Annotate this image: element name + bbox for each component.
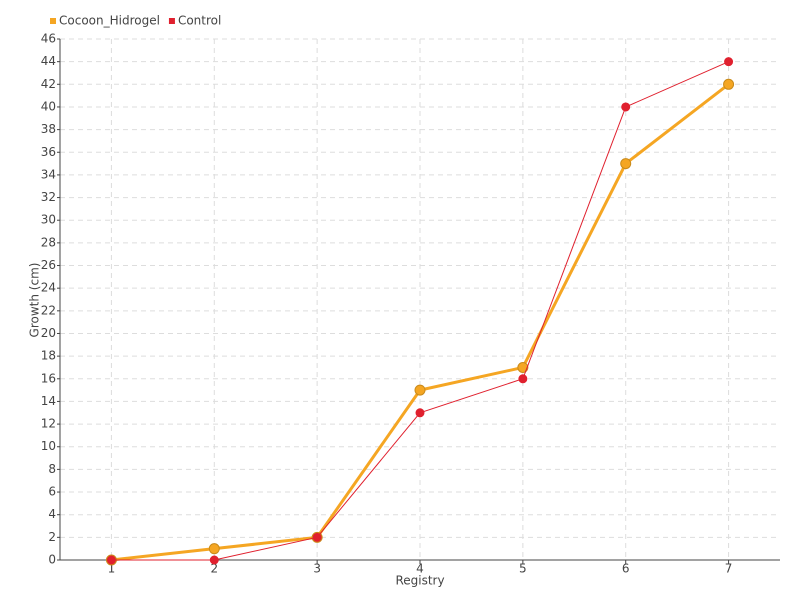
y-tick-label: 34	[41, 167, 56, 181]
y-tick-label: 16	[41, 371, 56, 385]
data-point	[723, 78, 735, 90]
x-tick-label: 1	[108, 562, 116, 576]
y-tick-label: 40	[41, 99, 56, 113]
y-tick-label: 12	[41, 417, 56, 431]
legend-swatch	[50, 18, 56, 24]
y-tick-label: 22	[41, 303, 56, 317]
y-tick-label: 4	[48, 507, 56, 521]
y-tick-label: 20	[41, 326, 56, 340]
data-point	[517, 361, 529, 373]
data-point	[209, 555, 219, 565]
y-axis-label: Growth (cm)	[28, 263, 42, 338]
x-tick-label: 7	[725, 562, 733, 576]
x-tick-label: 4	[416, 562, 424, 576]
data-point	[620, 158, 632, 170]
y-tick-label: 30	[41, 213, 56, 227]
y-tick-label: 42	[41, 77, 56, 91]
x-axis-label: Registry	[395, 574, 444, 588]
data-point	[312, 532, 322, 542]
y-tick-label: 46	[41, 32, 56, 46]
y-tick-label: 0	[48, 553, 56, 567]
x-tick-label: 5	[519, 562, 527, 576]
y-tick-label: 44	[41, 54, 56, 68]
y-tick-label: 14	[41, 394, 56, 408]
data-point	[724, 57, 734, 67]
y-tick-label: 36	[41, 145, 56, 159]
data-point	[106, 555, 116, 565]
y-tick-label: 38	[41, 122, 56, 136]
y-tick-label: 24	[41, 281, 56, 295]
data-point	[208, 543, 220, 555]
y-tick-label: 32	[41, 190, 56, 204]
y-tick-label: 10	[41, 439, 56, 453]
y-tick-label: 8	[48, 462, 56, 476]
y-tick-label: 2	[48, 530, 56, 544]
y-tick-label: 28	[41, 235, 56, 249]
y-tick-label: 18	[41, 349, 56, 363]
x-tick-label: 6	[622, 562, 630, 576]
legend-label: Control	[178, 14, 221, 28]
y-tick-label: 6	[48, 485, 56, 499]
y-tick-label: 26	[41, 258, 56, 272]
x-tick-label: 3	[313, 562, 321, 576]
data-point	[414, 384, 426, 396]
legend-swatch	[168, 18, 175, 24]
x-tick-label: 2	[210, 562, 218, 576]
data-point	[621, 102, 631, 112]
legend-label: Cocoon_Hidrogel	[59, 14, 160, 28]
data-point	[415, 408, 425, 418]
data-point	[518, 374, 528, 384]
